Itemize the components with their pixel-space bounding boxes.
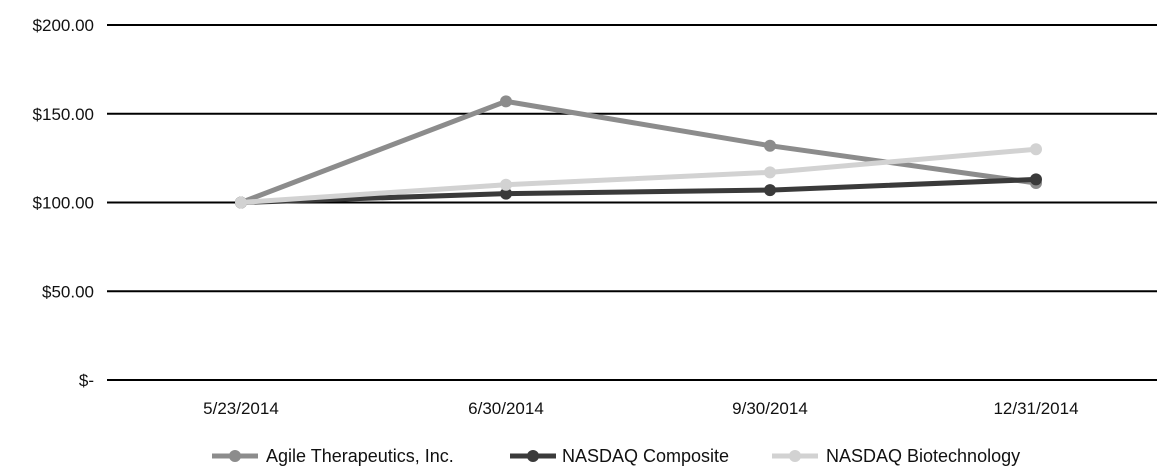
legend-label: Agile Therapeutics, Inc. xyxy=(266,446,454,466)
series-layer xyxy=(235,95,1042,209)
series-line xyxy=(238,146,1039,205)
data-point xyxy=(764,139,776,152)
legend-item: Agile Therapeutics, Inc. xyxy=(212,446,454,466)
data-point xyxy=(764,184,776,197)
legend-swatch-marker xyxy=(789,450,801,462)
data-point xyxy=(235,196,247,209)
series-line xyxy=(238,176,1039,205)
data-point xyxy=(1030,173,1042,186)
legend-swatch-marker xyxy=(527,450,539,462)
y-tick-label: $100.00 xyxy=(33,194,94,213)
data-point xyxy=(1030,143,1042,156)
legend-item: NASDAQ Biotechnology xyxy=(772,446,1020,466)
x-tick-label: 5/23/2014 xyxy=(203,399,279,418)
data-point xyxy=(764,166,776,179)
legend-swatch-marker xyxy=(229,450,241,462)
data-point xyxy=(500,95,512,108)
legend-label: NASDAQ Biotechnology xyxy=(826,446,1020,466)
x-axis-tick-labels: 5/23/2014 6/30/2014 9/30/2014 12/31/2014 xyxy=(203,399,1078,418)
x-tick-label: 12/31/2014 xyxy=(993,399,1078,418)
y-axis-tick-labels: $- $50.00 $100.00 $150.00 $200.00 xyxy=(33,16,94,390)
legend: Agile Therapeutics, Inc. NASDAQ Composite… xyxy=(212,446,1020,466)
legend-item: NASDAQ Composite xyxy=(510,446,729,466)
x-tick-label: 9/30/2014 xyxy=(732,399,808,418)
y-tick-label: $50.00 xyxy=(42,282,94,301)
y-tick-label: $- xyxy=(79,371,94,390)
legend-label: NASDAQ Composite xyxy=(562,446,729,466)
y-tick-label: $150.00 xyxy=(33,105,94,124)
data-point xyxy=(500,187,512,200)
y-tick-label: $200.00 xyxy=(33,16,94,35)
x-tick-label: 6/30/2014 xyxy=(468,399,544,418)
series-3 xyxy=(235,143,1042,209)
data-point xyxy=(500,178,512,191)
series-line xyxy=(238,98,1039,205)
